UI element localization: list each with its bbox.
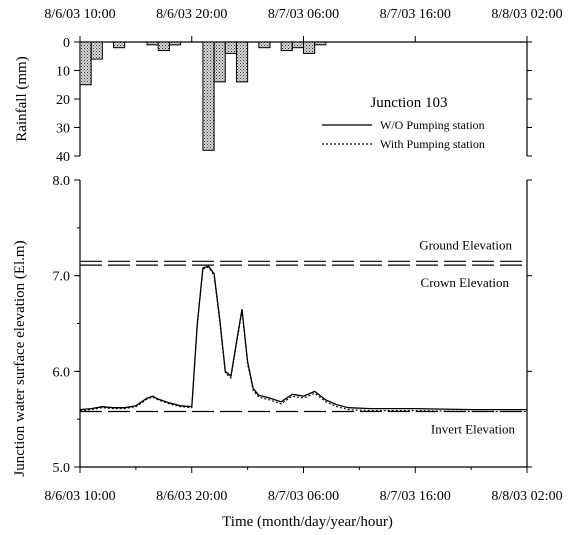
invert-elevation-label: Invert Elevation (431, 422, 516, 437)
rainfall-y-tick-label: 20 (56, 93, 70, 108)
rainfall-bar (303, 41, 316, 54)
elevation-panel: 5.0 6.0 7.0 8.0 Ground Elevation Crown Elevat… (12, 174, 532, 477)
rainfall-bar (168, 41, 182, 46)
rainfall-bar (146, 41, 159, 46)
rainfall-panel: 0 10 20 30 40 Rainfall (mm) 8/6/03 10:00 8/6/03… (14, 7, 563, 165)
rainfall-bar (113, 41, 126, 49)
rainfall-y-tick-label: 10 (56, 65, 70, 80)
rainfall-bar (202, 41, 215, 151)
top-x-tick-label: 8/8/03 02:00 (491, 7, 562, 22)
legend: Junction 103 W/O Pumping station With Pump… (322, 95, 485, 151)
rainfall-bar (157, 41, 170, 52)
rainfall-y-tick-label: 30 (56, 122, 70, 137)
series-line-with-pumping (79, 266, 527, 413)
legend-entry-label: With Pumping station (380, 137, 485, 151)
rainfall-bar (291, 41, 305, 49)
elevation-y-tick-label: 5.0 (53, 461, 71, 476)
bottom-x-tick-label: 8/7/03 06:00 (268, 489, 339, 504)
rainfall-bar (258, 41, 271, 49)
legend-title: Junction 103 (370, 95, 447, 111)
rainfall-axis-title: Rainfall (mm) (14, 56, 30, 141)
top-x-tick-label: 8/6/03 20:00 (156, 7, 227, 22)
bottom-x-tick-label: 8/6/03 20:00 (156, 489, 227, 504)
elevation-y-tick-label: 7.0 (53, 270, 71, 285)
rainfall-bar (280, 41, 293, 52)
elevation-y-tick-label: 6.0 (53, 365, 71, 380)
rainfall-bar (224, 41, 237, 54)
top-x-tick-label: 8/7/03 16:00 (380, 7, 451, 22)
bottom-x-tick-label: 8/8/03 02:00 (491, 489, 562, 504)
crown-elevation-label: Crown Elevation (421, 275, 510, 290)
elevation-y-tick-label: 8.0 (53, 174, 71, 189)
legend-entry-label: W/O Pumping station (380, 118, 485, 132)
rainfall-bar (235, 41, 249, 83)
time-axis: 8/6/03 10:00 8/6/03 20:00 8/7/03 06:00 8/7/… (44, 467, 563, 530)
bottom-x-tick-label: 8/6/03 10:00 (44, 489, 115, 504)
rainfall-y-tick-label: 40 (56, 150, 70, 165)
rainfall-y-tick-label: 0 (63, 36, 70, 51)
ground-elevation-label: Ground Elevation (419, 237, 512, 252)
rainfall-bar (213, 41, 226, 83)
bottom-x-tick-label: 8/7/03 16:00 (380, 489, 451, 504)
rainfall-bar (90, 41, 103, 60)
top-x-tick-label: 8/6/03 10:00 (44, 7, 115, 22)
top-x-tick-label: 8/7/03 06:00 (268, 7, 339, 22)
rainfall-bar (79, 41, 92, 86)
series-line-without-pumping (79, 265, 527, 411)
time-axis-title: Time (month/day/year/hour) (222, 514, 393, 530)
elevation-axis-title: Junction water surface elevation (El.m) (12, 240, 28, 476)
rainfall-bar (314, 41, 327, 46)
